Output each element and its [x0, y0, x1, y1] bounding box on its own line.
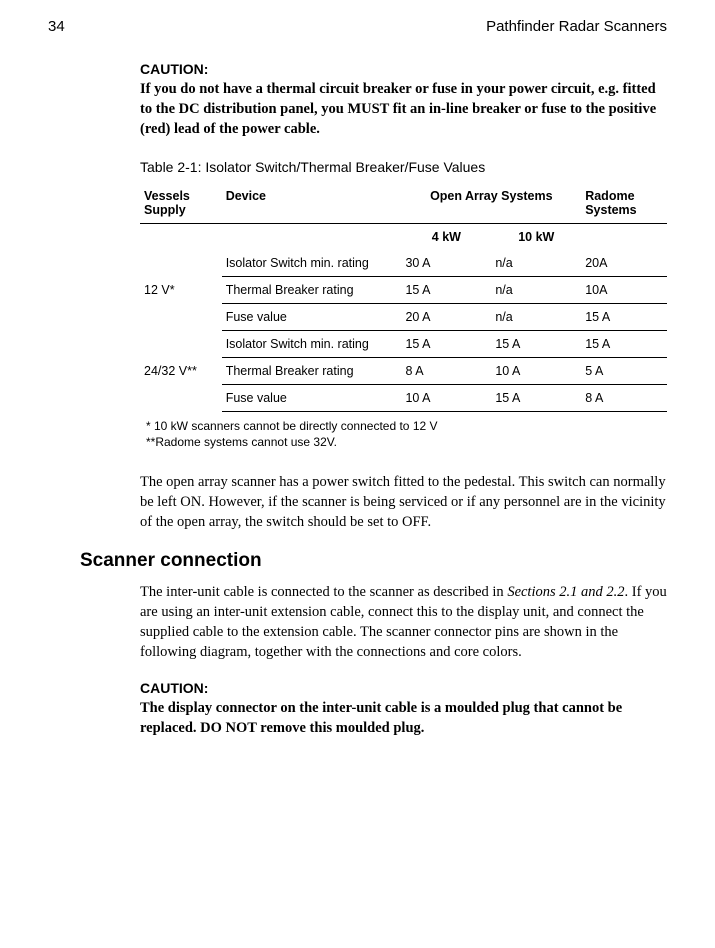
- table-head-row: Vessels Supply Device Open Array Systems…: [140, 183, 667, 224]
- page-number: 34: [48, 18, 65, 35]
- val-cell: n/a: [491, 304, 581, 331]
- para-text: The inter-unit cable is connected to the…: [140, 584, 507, 600]
- footnote-line: **Radome systems cannot use 32V.: [146, 434, 667, 450]
- footnote-line: * 10 kW scanners cannot be directly conn…: [146, 418, 667, 434]
- val-cell: 10A: [581, 277, 667, 304]
- supply-cell: 12 V*: [140, 250, 222, 331]
- device-cell: Isolator Switch min. rating: [222, 250, 402, 277]
- table-caption: Table 2-1: Isolator Switch/Thermal Break…: [140, 159, 667, 175]
- th-10kw: 10 kW: [491, 224, 581, 251]
- caution-label: CAUTION:: [140, 680, 667, 696]
- val-cell: 8 A: [401, 358, 491, 385]
- device-cell: Isolator Switch min. rating: [222, 331, 402, 358]
- table-row: 12 V* Isolator Switch min. rating 30 A n…: [140, 250, 667, 277]
- th-supply: Vessels Supply: [140, 183, 222, 224]
- device-cell: Thermal Breaker rating: [222, 277, 402, 304]
- val-cell: 15 A: [401, 331, 491, 358]
- doc-title: Pathfinder Radar Scanners: [486, 18, 667, 35]
- caution-body: The display connector on the inter-unit …: [140, 698, 667, 738]
- val-cell: 10 A: [401, 385, 491, 412]
- caution-label: CAUTION:: [140, 61, 667, 77]
- subhead-blank2: [222, 224, 402, 251]
- values-table: Vessels Supply Device Open Array Systems…: [140, 183, 667, 412]
- val-cell: 15 A: [581, 304, 667, 331]
- val-cell: n/a: [491, 277, 581, 304]
- supply-cell: 24/32 V**: [140, 331, 222, 412]
- val-cell: 20A: [581, 250, 667, 277]
- table-row: 24/32 V** Isolator Switch min. rating 15…: [140, 331, 667, 358]
- th-device: Device: [222, 183, 402, 224]
- section-title: Scanner connection: [80, 550, 667, 572]
- content-block: CAUTION: If you do not have a thermal ci…: [140, 61, 667, 532]
- para-italic: Sections 2.1 and 2.2: [507, 584, 624, 600]
- page-header: 34 Pathfinder Radar Scanners: [48, 18, 667, 35]
- paragraph: The inter-unit cable is connected to the…: [140, 582, 667, 662]
- val-cell: n/a: [491, 250, 581, 277]
- val-cell: 30 A: [401, 250, 491, 277]
- th-open-array: Open Array Systems: [401, 183, 581, 224]
- content-block: The inter-unit cable is connected to the…: [140, 582, 667, 738]
- caution-body: If you do not have a thermal circuit bre…: [140, 79, 667, 139]
- subhead-blank3: [581, 224, 667, 251]
- val-cell: 8 A: [581, 385, 667, 412]
- val-cell: 10 A: [491, 358, 581, 385]
- th-radome: Radome Systems: [581, 183, 667, 224]
- subhead-blank1: [140, 224, 222, 251]
- table-subhead-row: 4 kW 10 kW: [140, 224, 667, 251]
- val-cell: 15 A: [491, 331, 581, 358]
- device-cell: Thermal Breaker rating: [222, 358, 402, 385]
- table-footnote: * 10 kW scanners cannot be directly conn…: [140, 418, 667, 450]
- val-cell: 15 A: [401, 277, 491, 304]
- val-cell: 15 A: [491, 385, 581, 412]
- device-cell: Fuse value: [222, 385, 402, 412]
- val-cell: 15 A: [581, 331, 667, 358]
- paragraph: The open array scanner has a power switc…: [140, 472, 667, 532]
- th-4kw: 4 kW: [401, 224, 491, 251]
- page: 34 Pathfinder Radar Scanners CAUTION: If…: [0, 0, 715, 798]
- val-cell: 20 A: [401, 304, 491, 331]
- device-cell: Fuse value: [222, 304, 402, 331]
- val-cell: 5 A: [581, 358, 667, 385]
